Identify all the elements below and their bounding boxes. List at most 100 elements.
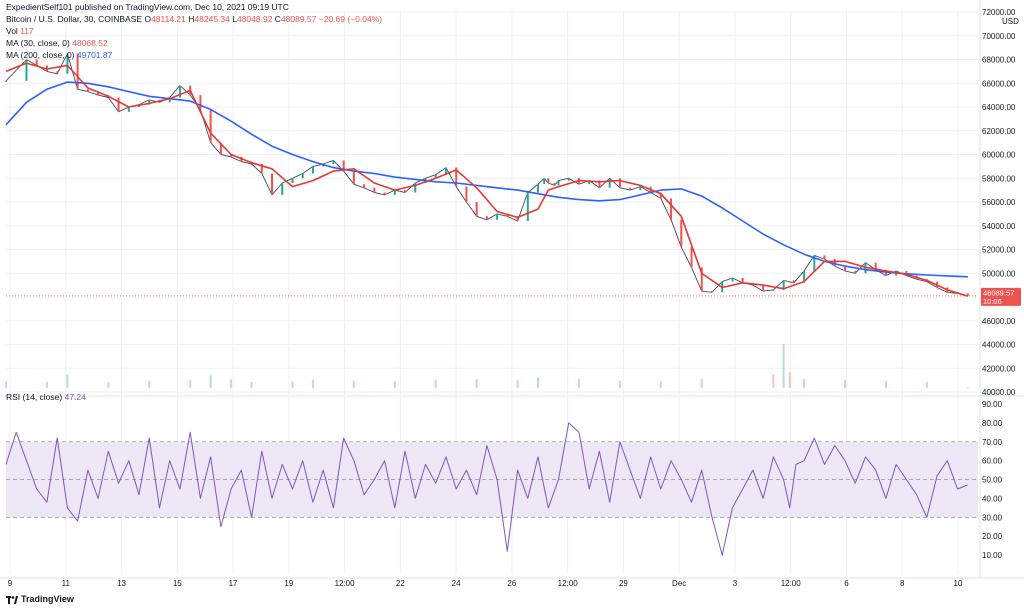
vol-value: 117 <box>20 26 34 36</box>
rsi-label: RSI (14, close) <box>6 392 63 402</box>
volume-bar <box>884 380 887 388</box>
price-candle <box>260 164 263 174</box>
price-unit-label: USD <box>1002 17 1019 26</box>
price-candle <box>127 107 130 112</box>
rsi-tick-label: 10.00 <box>982 551 1003 560</box>
high-value: 48245.34 <box>194 14 230 24</box>
volume-bar <box>230 379 233 388</box>
price-candle <box>629 187 632 191</box>
change-value: −20.69 (−0.04%) <box>318 14 383 24</box>
ma30-label: MA (30, close, 0) <box>6 38 70 48</box>
price-tick-label: 58000.00 <box>982 174 1016 183</box>
price-candle <box>659 192 662 199</box>
ma200-value: 49701.87 <box>76 50 113 60</box>
volume-bar <box>107 382 110 388</box>
volume-bar <box>516 380 519 388</box>
price-candle <box>414 183 417 193</box>
price-tick-label: 50000.00 <box>982 269 1016 278</box>
price-candle <box>823 255 826 259</box>
ohlc-legend: Bitcoin / U.S. Dollar, 30, COINBASE O481… <box>6 14 382 25</box>
price-candle <box>813 255 816 271</box>
time-tick-label: 29 <box>619 579 628 588</box>
published-text: ExpedientSelf101 published on TradingVie… <box>6 2 289 12</box>
price-candle <box>496 213 499 220</box>
rsi-tick-label: 70.00 <box>982 438 1003 447</box>
ma200-legend[interactable]: MA (200, close, 0) 49701.87 <box>6 50 112 61</box>
price-candle <box>148 99 151 105</box>
low-value: 48048.92 <box>236 14 273 24</box>
price-candle <box>373 187 376 193</box>
price-candle <box>670 198 673 220</box>
price-candle <box>383 192 386 195</box>
volume-bar <box>393 381 396 388</box>
price-candle <box>547 178 550 183</box>
price-candle <box>352 171 355 185</box>
price-candle <box>516 216 519 221</box>
price-tick-label: 44000.00 <box>982 341 1016 350</box>
time-tick-label: 8 <box>900 579 905 588</box>
volume-bar <box>291 381 294 388</box>
price-candle <box>854 270 857 274</box>
price-candle <box>117 97 120 112</box>
price-candle <box>404 190 407 193</box>
time-tick-label: 24 <box>452 579 461 588</box>
price-candle <box>741 278 744 283</box>
price-candle <box>639 186 642 191</box>
symbol-label[interactable]: Bitcoin / U.S. Dollar, 30, COINBASE <box>6 14 143 24</box>
price-candle <box>680 219 683 248</box>
volume-bar <box>843 380 846 388</box>
price-candle <box>588 180 591 185</box>
volume-bar <box>618 380 621 388</box>
time-tick-label: 26 <box>507 579 516 588</box>
price-candle <box>526 192 529 221</box>
price-tick-label: 68000.00 <box>982 56 1016 65</box>
vol-label: Vol <box>6 26 18 36</box>
price-tick-label: 66000.00 <box>982 79 1016 88</box>
time-tick-label: 11 <box>62 579 71 588</box>
volume-bar <box>788 372 791 388</box>
ma30-legend[interactable]: MA (30, close, 0) 48068.52 <box>6 38 108 49</box>
price-tick-label: 52000.00 <box>982 246 1016 255</box>
time-tick-label: Dec <box>672 579 686 588</box>
price-candle <box>966 293 969 296</box>
rsi-tick-label: 20.00 <box>982 532 1003 541</box>
price-tick-label: 72000.00 <box>982 8 1016 17</box>
volume-bar <box>352 380 355 388</box>
tradingview-footer[interactable]: TradingView <box>6 594 74 604</box>
price-candle <box>301 173 304 179</box>
price-candle <box>86 89 89 92</box>
volume-bar <box>537 377 540 388</box>
price-tick-label: 40000.00 <box>982 388 1016 397</box>
tradingview-logo-icon <box>6 595 18 604</box>
price-candle <box>700 267 703 292</box>
vol-legend[interactable]: Vol 117 <box>6 26 34 37</box>
price-candle <box>271 173 274 195</box>
price-tick-label: 60000.00 <box>982 151 1016 160</box>
price-candle <box>618 178 621 188</box>
price-candle <box>393 190 396 195</box>
rsi-tick-label: 40.00 <box>982 494 1003 503</box>
rsi-tick-label: 90.00 <box>982 400 1003 409</box>
candle-countdown: 10:06 <box>983 297 1002 306</box>
price-candle <box>291 178 294 183</box>
close-value: 48089.57 <box>280 14 317 24</box>
high-label: H <box>188 14 195 24</box>
volume-bar <box>311 379 314 388</box>
volume-bar <box>475 379 478 388</box>
time-tick-label: 15 <box>173 579 182 588</box>
price-candle <box>792 280 795 283</box>
price-candle <box>803 270 806 283</box>
price-candle <box>363 184 366 188</box>
price-candle <box>598 180 601 188</box>
price-tick-label: 64000.00 <box>982 103 1016 112</box>
rsi-legend[interactable]: RSI (14, close) 47.24 <box>6 392 86 403</box>
volume-bar <box>250 381 253 388</box>
price-candle <box>168 97 171 103</box>
price-candle <box>209 109 212 143</box>
close-label: C <box>274 14 281 24</box>
time-tick-label: 3 <box>733 579 738 588</box>
volume-bar <box>925 381 928 388</box>
time-tick-label: 22 <box>396 579 405 588</box>
